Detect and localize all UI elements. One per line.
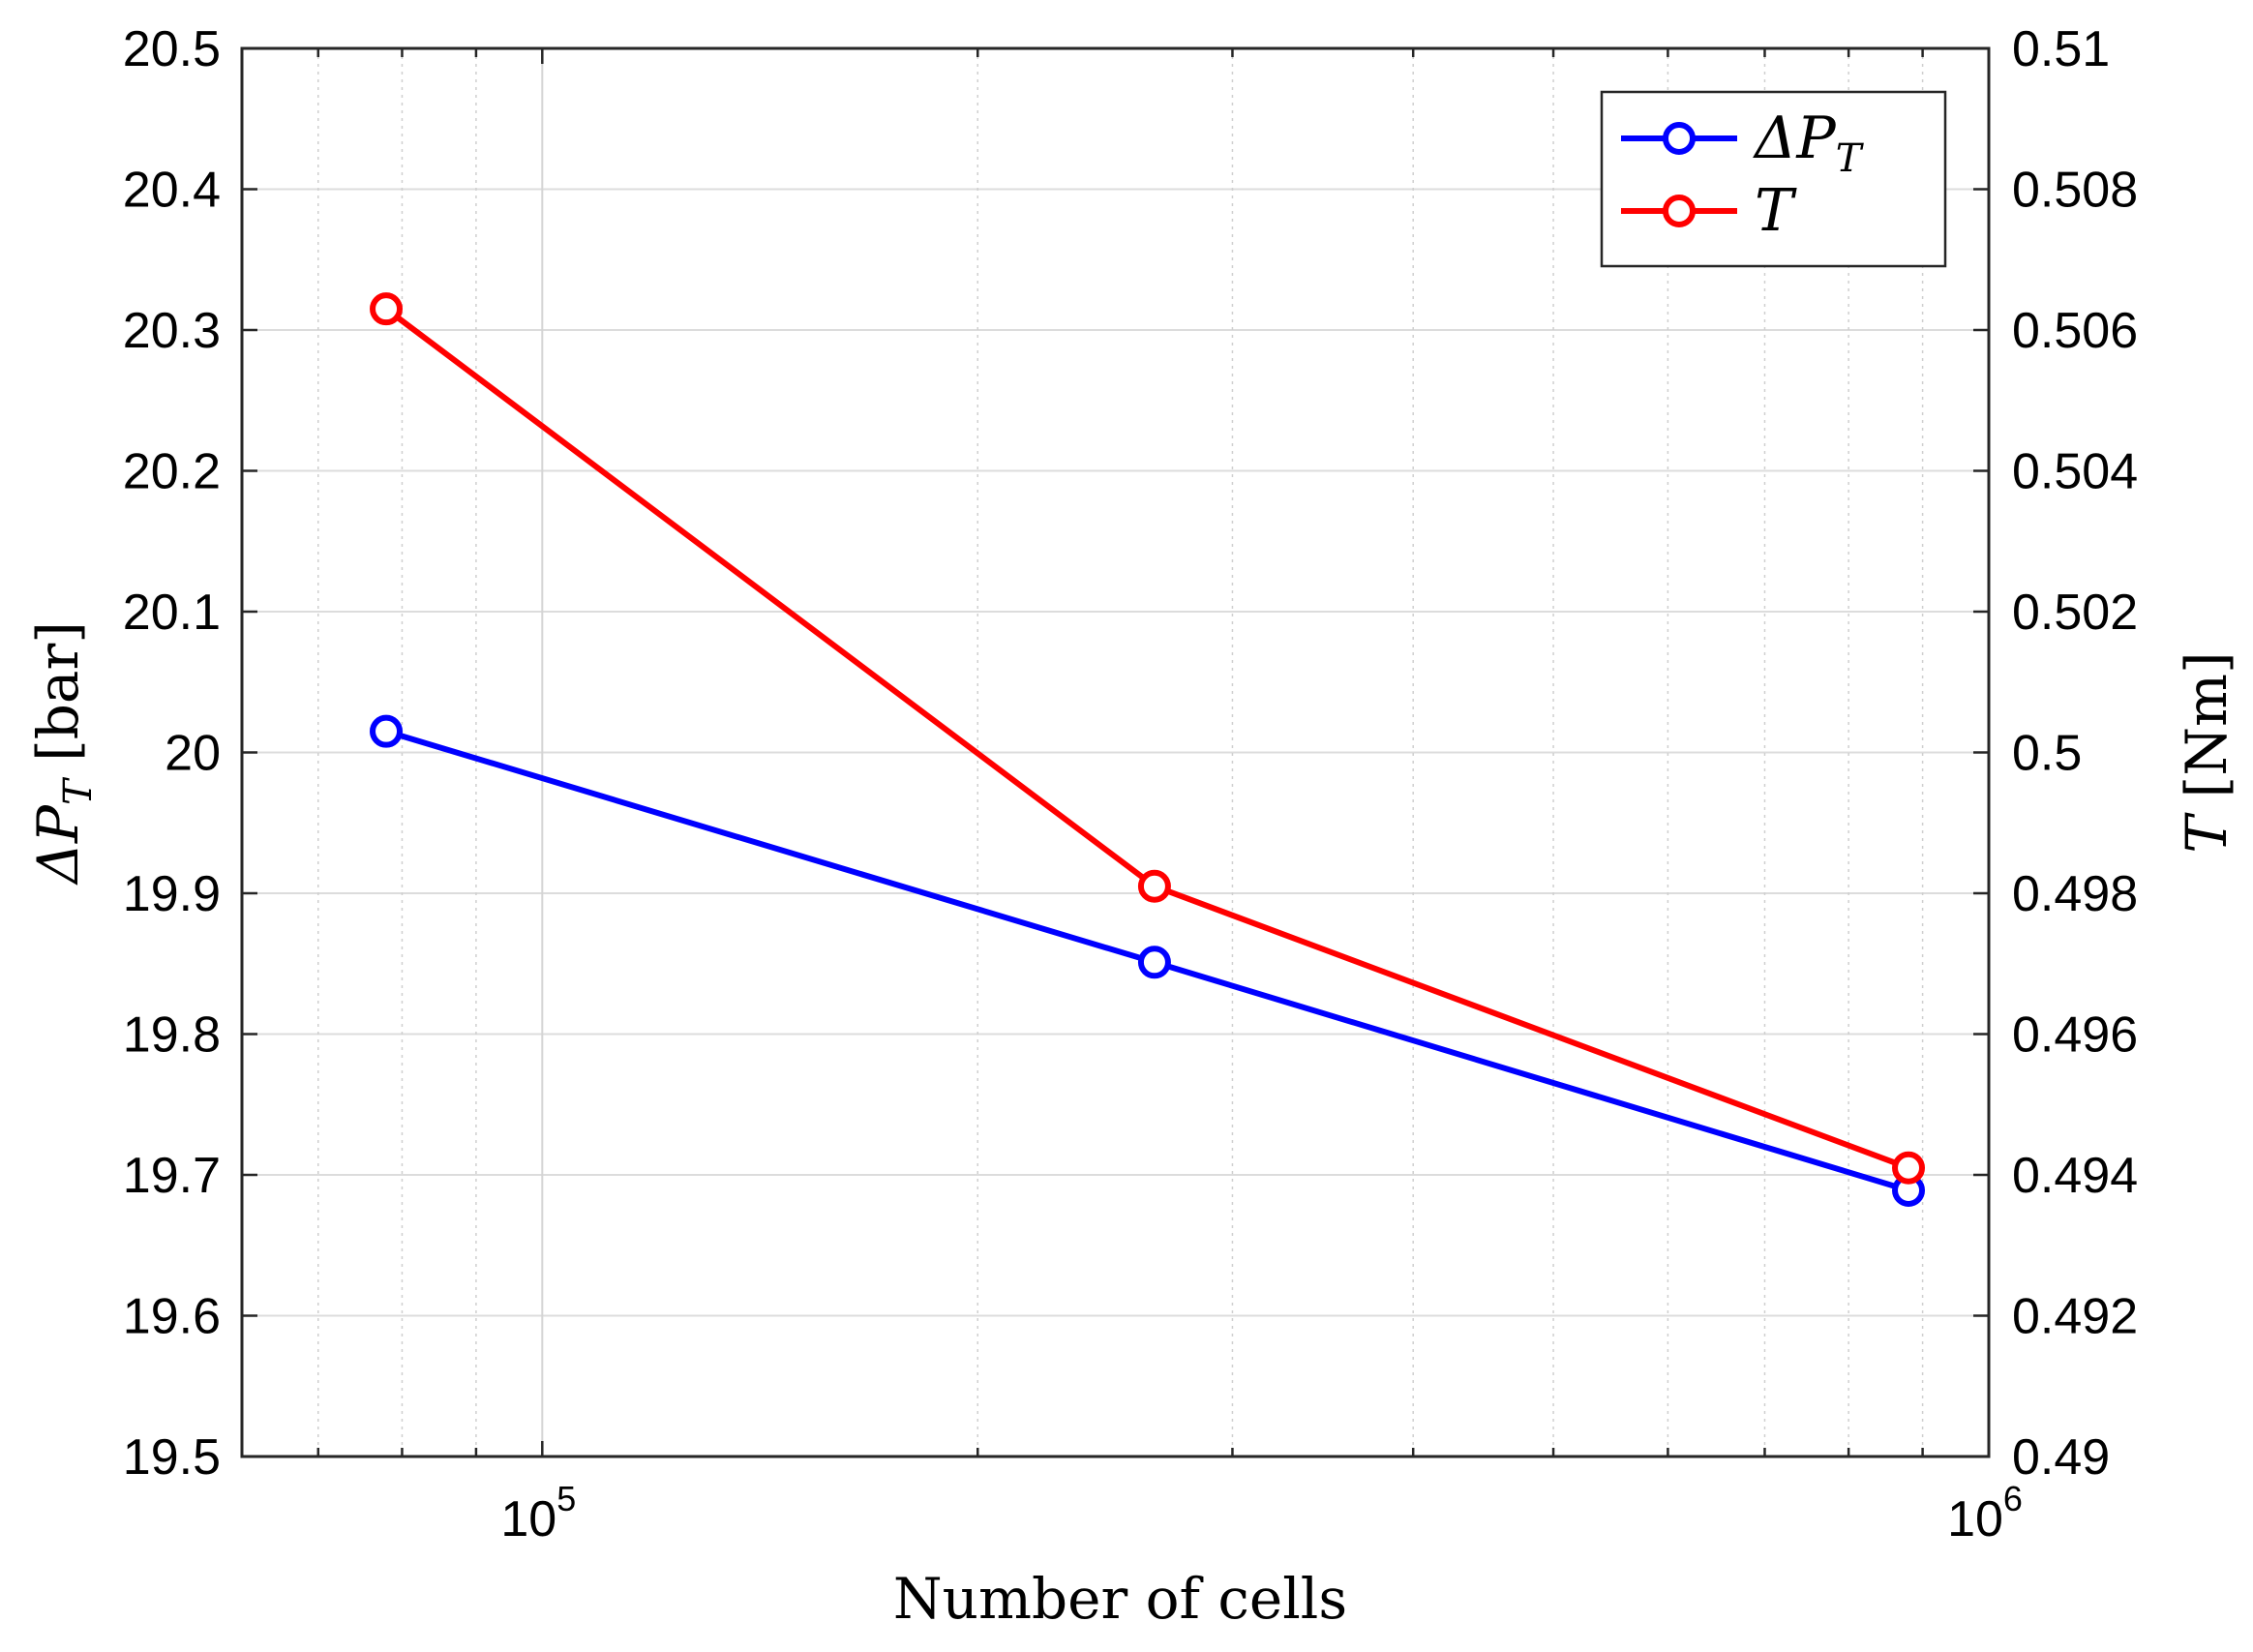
right-y-axis-label-symbol: T (2174, 812, 2239, 854)
right-y-axis-label: T [Nm] (2174, 651, 2239, 853)
x-tick-label: 106 (1947, 1479, 2023, 1547)
left-y-axis-label: ΔPT [bar] (25, 621, 101, 886)
x-tick-label-exponent: 6 (2003, 1479, 2023, 1518)
axis-ticks: 105 10619.519.619.719.819.92020.120.220.3… (123, 21, 2138, 1547)
left-y-tick-label: 20.2 (123, 444, 221, 500)
legend-item: ΔPT (1621, 105, 1865, 181)
x-tick-label-base: 10 (500, 1491, 556, 1547)
left-y-tick-label: 19.8 (123, 1007, 221, 1064)
right-y-tick-label: 0.498 (2012, 866, 2138, 922)
right-y-tick-label: 0.506 (2012, 303, 2138, 359)
right-y-tick-label: 0.496 (2012, 1007, 2138, 1064)
data-point-marker (1892, 1151, 1926, 1185)
legend-label: T (1755, 177, 1797, 245)
legend-item: T (1621, 177, 1797, 245)
right-y-tick-label: 0.504 (2012, 444, 2138, 500)
data-point-marker (370, 292, 404, 326)
right-y-tick-label: 0.492 (2012, 1289, 2138, 1345)
x-tick-label-exponent: 5 (556, 1479, 576, 1518)
right-y-tick-label: 0.5 (2012, 726, 2082, 782)
grid-lines (242, 48, 1989, 1457)
data-point-marker (1137, 946, 1171, 979)
left-y-tick-label: 19.6 (123, 1289, 221, 1345)
right-y-axis-label-unit: [Nm] (2174, 651, 2239, 797)
x-axis-label: Number of cells (893, 1566, 1347, 1632)
right-y-tick-label: 0.49 (2012, 1429, 2110, 1486)
left-y-tick-label: 19.9 (123, 866, 221, 922)
left-y-tick-label: 19.5 (123, 1429, 221, 1486)
left-y-tick-label: 19.7 (123, 1148, 221, 1204)
x-tick-label: 105 (500, 1479, 576, 1547)
left-y-axis-label-unit: [bar] (25, 621, 91, 762)
legend-box (1600, 90, 1947, 268)
left-y-tick-label: 20.1 (123, 585, 221, 641)
legend-label-symbol: ΔP (1753, 105, 1837, 172)
x-tick-label-base: 10 (1947, 1491, 2003, 1547)
legend-marker-swatch (1663, 122, 1696, 155)
left-y-axis-label-subscript: T (56, 776, 101, 805)
left-y-tick-label: 20.4 (123, 163, 221, 219)
left-y-tick-label: 20 (165, 726, 221, 782)
data-point-marker (370, 714, 404, 748)
legend-label: ΔPT (1753, 105, 1865, 181)
left-y-tick-label: 20.3 (123, 303, 221, 359)
legend-marker-swatch (1663, 195, 1696, 227)
plot-series (370, 292, 1926, 1208)
legend-label-subscript: T (1836, 136, 1865, 181)
left-y-axis-label-symbol: ΔP (25, 804, 91, 886)
right-y-tick-label: 0.508 (2012, 163, 2138, 219)
right-y-tick-label: 0.494 (2012, 1148, 2138, 1204)
series-torque (370, 292, 1926, 1185)
right-y-tick-label: 0.51 (2012, 21, 2110, 77)
data-point-marker (1137, 869, 1171, 903)
right-y-tick-label: 0.502 (2012, 585, 2138, 641)
legend-label-symbol: T (1755, 177, 1797, 245)
left-y-tick-label: 20.5 (123, 21, 221, 77)
